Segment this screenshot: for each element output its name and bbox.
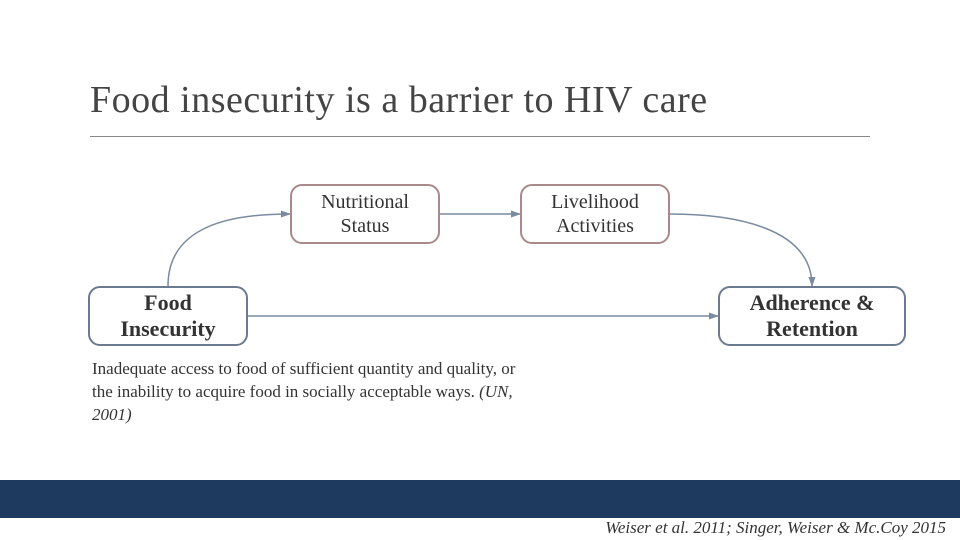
node-livelihoodActivities: Livelihood Activities xyxy=(520,184,670,244)
page-title: Food insecurity is a barrier to HIV care xyxy=(90,78,708,122)
footer-bar xyxy=(0,480,960,518)
node-foodInsecurity: Food Insecurity xyxy=(88,286,248,346)
title-divider xyxy=(90,136,870,137)
node-adherenceRetention: Adherence & Retention xyxy=(718,286,906,346)
definition-text: Inadequate access to food of sufficient … xyxy=(92,358,522,427)
node-label: Adherence & Retention xyxy=(720,286,904,347)
node-label: Livelihood Activities xyxy=(522,186,668,242)
node-label: Food Insecurity xyxy=(90,286,246,347)
edge-foodInsecurity-to-nutritionalStatus xyxy=(168,214,290,286)
footer-citation: Weiser et al. 2011; Singer, Weiser & Mc.… xyxy=(605,518,946,538)
node-label: Nutritional Status xyxy=(292,186,438,242)
edge-livelihoodActivities-to-adherenceRetention xyxy=(670,214,812,286)
node-nutritionalStatus: Nutritional Status xyxy=(290,184,440,244)
definition-body: Inadequate access to food of sufficient … xyxy=(92,359,515,401)
